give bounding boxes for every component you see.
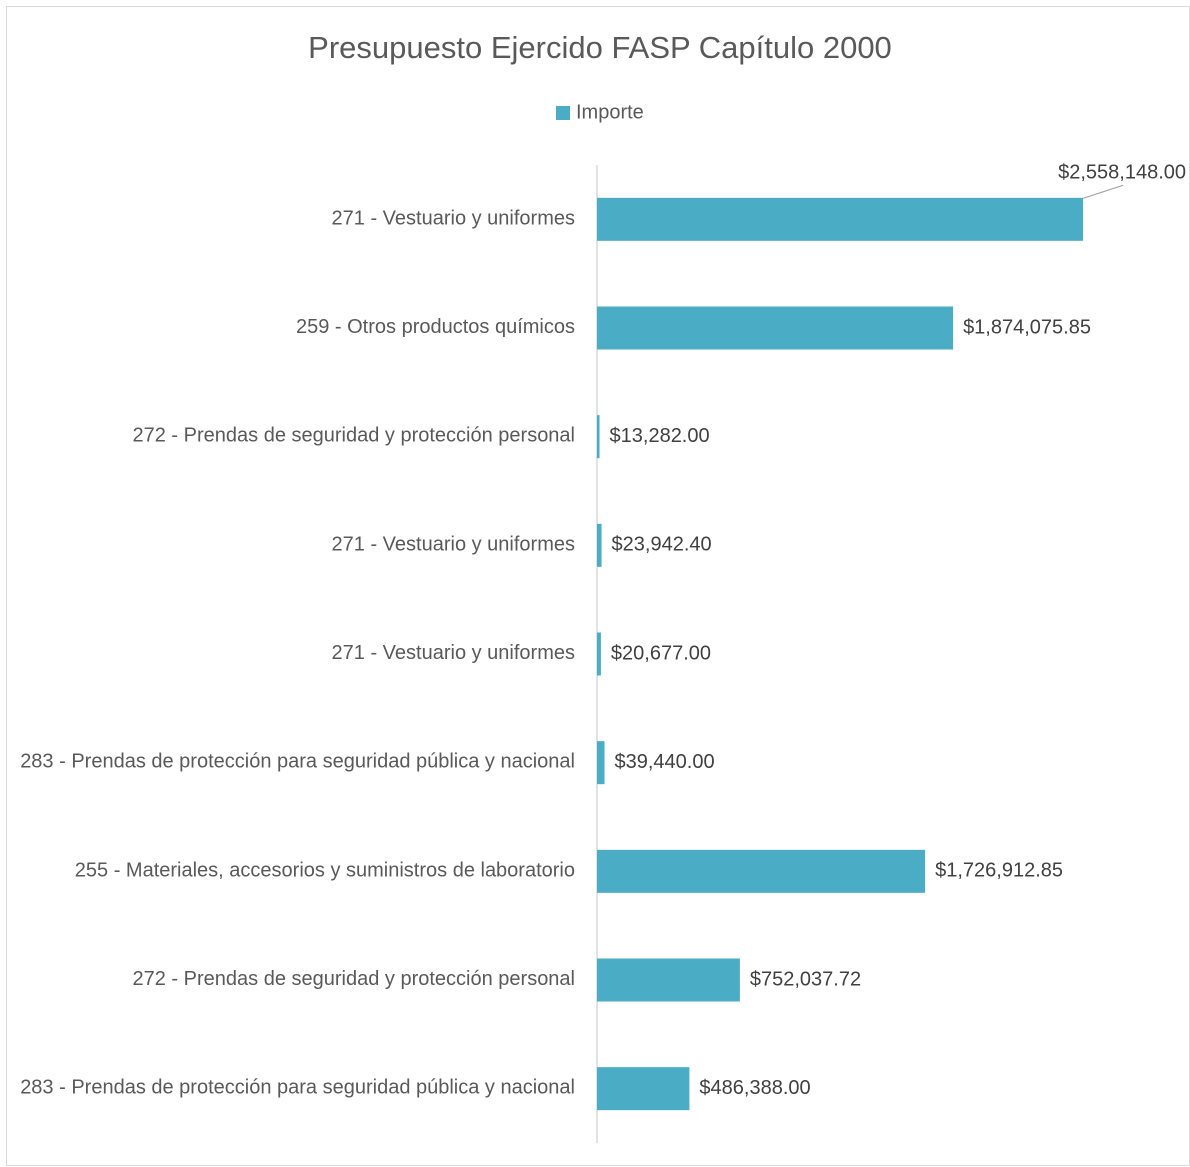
bar (597, 849, 926, 893)
data-label: $39,440.00 (614, 751, 714, 773)
bar (597, 415, 600, 459)
y-tick-label: 271 - Vestuario y uniformes (332, 642, 575, 664)
y-tick-label: 255 - Materiales, accesorios y suministr… (75, 860, 575, 882)
legend-label: Importe (576, 101, 644, 123)
y-tick-label: 259 - Otros productos químicos (296, 316, 575, 338)
bar (597, 306, 954, 350)
leader-line (1082, 184, 1124, 199)
chart-title: Presupuesto Ejercido FASP Capítulo 2000 (308, 30, 892, 65)
y-tick-label: 272 - Prendas de seguridad y protección … (133, 425, 576, 447)
bar (597, 958, 740, 1002)
y-tick-label: 271 - Vestuario y uniformes (332, 534, 575, 556)
y-tick-label: 272 - Prendas de seguridad y protección … (133, 968, 576, 990)
data-label: $13,282.00 (610, 425, 710, 447)
data-label: $2,558,148.00 (1058, 162, 1186, 184)
y-tick-label: 283 - Prendas de protección para segurid… (20, 751, 575, 773)
y-tick-label: 283 - Prendas de protección para segurid… (20, 1077, 575, 1099)
data-label: $1,874,075.85 (963, 316, 1091, 338)
bar (597, 632, 601, 676)
bar (597, 1067, 690, 1111)
y-tick-label: 271 - Vestuario y uniformes (332, 208, 575, 230)
bar (597, 197, 1084, 241)
bar (597, 523, 602, 567)
data-label: $486,388.00 (699, 1077, 810, 1099)
legend-swatch (556, 106, 570, 120)
data-label: $1,726,912.85 (935, 860, 1063, 882)
data-label: $20,677.00 (611, 642, 711, 664)
bar (597, 741, 605, 785)
data-label: $752,037.72 (750, 968, 861, 990)
data-label: $23,942.40 (612, 534, 712, 556)
